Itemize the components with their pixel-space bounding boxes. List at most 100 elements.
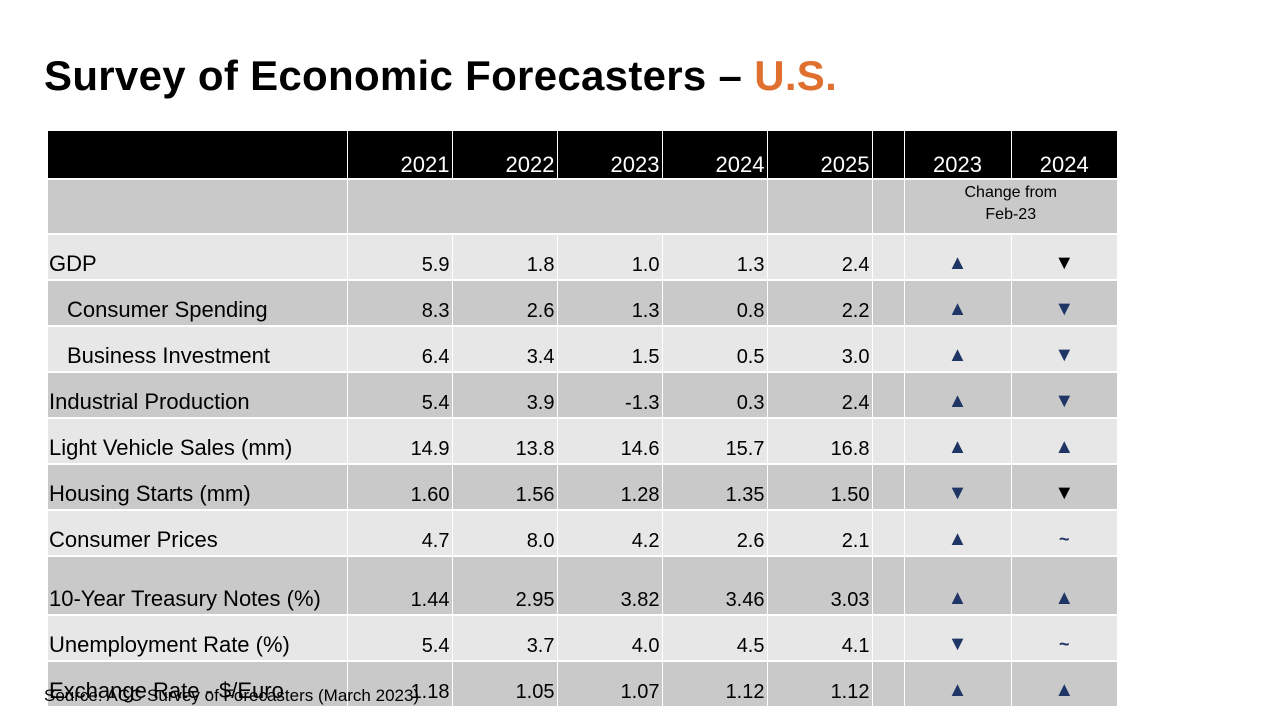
arrow-up-icon: ▲ <box>947 436 968 458</box>
table-row: Unemployment Rate (%) 5.4 3.7 4.0 4.5 4.1 ▼ ~ <box>48 614 1117 661</box>
value-cell: 16.8 <box>767 417 873 464</box>
change-header: 2023 <box>904 131 1012 179</box>
change-cell: ▼ <box>1011 463 1117 510</box>
table-body: GDP 5.9 1.8 1.0 1.3 2.4 ▲ ▼ Consumer Spending 8.3… <box>48 233 1117 706</box>
empty-cell <box>767 178 873 234</box>
value-cell: 3.82 <box>557 555 663 615</box>
value-cell: 1.07 <box>557 660 663 706</box>
value-cell: 3.4 <box>452 325 558 372</box>
value-cell: 4.1 <box>767 614 873 661</box>
change-note-line1: Change from <box>964 184 1058 201</box>
value-cell: 1.12 <box>662 660 768 706</box>
value-cell: 14.6 <box>557 417 663 464</box>
value-cell: -1.3 <box>557 371 663 418</box>
value-cell: 4.2 <box>557 509 663 556</box>
arrow-up-icon: ▲ <box>947 587 968 609</box>
change-cell: ▼ <box>904 463 1012 510</box>
row-label: Business Investment <box>48 325 348 372</box>
row-label: Light Vehicle Sales (mm) <box>48 417 348 464</box>
value-cell: 1.35 <box>662 463 768 510</box>
arrow-down-icon: ▼ <box>1054 344 1075 366</box>
value-cell: 15.7 <box>662 417 768 464</box>
value-cell: 3.03 <box>767 555 873 615</box>
value-cell: 4.5 <box>662 614 768 661</box>
table-row: Business Investment 6.4 3.4 1.5 0.5 3.0 ▲ ▼ <box>48 325 1117 372</box>
change-cell: ▲ <box>904 555 1012 615</box>
change-cell: ▲ <box>904 660 1012 706</box>
row-label: Unemployment Rate (%) <box>48 614 348 661</box>
row-label: Housing Starts (mm) <box>48 463 348 510</box>
spacer-cell <box>872 233 905 280</box>
arrow-up-icon: ▲ <box>1054 679 1075 701</box>
arrow-down-icon: ▼ <box>947 633 968 655</box>
value-cell: 1.12 <box>767 660 873 706</box>
row-label: Consumer Prices <box>48 509 348 556</box>
unchanged-icon: ~ <box>1058 634 1070 654</box>
value-cell: 1.8 <box>452 233 558 280</box>
table-row: Housing Starts (mm) 1.60 1.56 1.28 1.35 1.50 ▼… <box>48 463 1117 510</box>
spacer-cell <box>872 417 905 464</box>
change-cell: ▲ <box>904 279 1012 326</box>
forecast-table: 2021 2022 2023 2024 2025 2023 2024 Chang… <box>48 131 1117 706</box>
year-header: 2023 <box>557 131 663 179</box>
row-label: Consumer Spending <box>48 279 348 326</box>
value-cell: 1.0 <box>557 233 663 280</box>
value-cell: 5.9 <box>347 233 453 280</box>
value-cell: 1.3 <box>662 233 768 280</box>
change-cell: ~ <box>1011 614 1117 661</box>
value-cell: 5.4 <box>347 614 453 661</box>
value-cell: 4.7 <box>347 509 453 556</box>
subheader-row: Change from Feb-23 <box>48 178 1117 234</box>
page-title-accent: U.S. <box>754 52 838 99</box>
value-cell: 1.3 <box>557 279 663 326</box>
empty-cell <box>48 178 348 234</box>
spacer-cell <box>872 371 905 418</box>
spacer-cell <box>872 614 905 661</box>
row-label: Industrial Production <box>48 371 348 418</box>
change-cell: ▲ <box>904 371 1012 418</box>
change-note: Change from Feb-23 <box>904 178 1117 234</box>
change-cell: ▼ <box>904 614 1012 661</box>
value-cell: 1.5 <box>557 325 663 372</box>
value-cell: 2.6 <box>662 509 768 556</box>
arrow-down-icon: ▼ <box>1054 390 1075 412</box>
value-cell: 1.44 <box>347 555 453 615</box>
page-title-main: Survey of Economic Forecasters – <box>44 52 755 99</box>
arrow-up-icon: ▲ <box>947 390 968 412</box>
value-cell: 2.2 <box>767 279 873 326</box>
arrow-down-icon: ▼ <box>1054 252 1075 274</box>
value-cell: 1.28 <box>557 463 663 510</box>
change-cell: ▼ <box>1011 371 1117 418</box>
value-cell: 13.8 <box>452 417 558 464</box>
arrow-up-icon: ▲ <box>947 528 968 550</box>
value-cell: 1.56 <box>452 463 558 510</box>
arrow-up-icon: ▲ <box>947 252 968 274</box>
change-cell: ▲ <box>904 509 1012 556</box>
value-cell: 2.4 <box>767 233 873 280</box>
change-note-line2: Feb-23 <box>985 206 1037 223</box>
change-cell: ~ <box>1011 509 1117 556</box>
value-cell: 0.5 <box>662 325 768 372</box>
table-row: Consumer Prices 4.7 8.0 4.2 2.6 2.1 ▲ ~ <box>48 509 1117 556</box>
value-cell: 8.3 <box>347 279 453 326</box>
spacer-cell <box>872 178 905 234</box>
value-cell: 1.18 <box>347 660 453 706</box>
spacer-cell <box>872 463 905 510</box>
change-cell: ▲ <box>904 325 1012 372</box>
arrow-down-icon: ▼ <box>947 482 968 504</box>
value-cell: 14.9 <box>347 417 453 464</box>
spacer-cell <box>872 509 905 556</box>
arrow-up-icon: ▲ <box>947 298 968 320</box>
arrow-down-icon: ▼ <box>1054 298 1075 320</box>
table-row: GDP 5.9 1.8 1.0 1.3 2.4 ▲ ▼ <box>48 233 1117 280</box>
row-label: 10-Year Treasury Notes (%) <box>48 555 348 615</box>
spacer-cell <box>872 279 905 326</box>
value-cell: 1.50 <box>767 463 873 510</box>
value-cell: 0.3 <box>662 371 768 418</box>
year-header: 2024 <box>662 131 768 179</box>
change-cell: ▼ <box>1011 279 1117 326</box>
table-row: Exchange Rate - $/Euro 1.18 1.05 1.07 1.12 1.… <box>48 660 1117 706</box>
row-label: Exchange Rate - $/Euro <box>48 660 348 706</box>
spacer-cell <box>872 131 905 179</box>
year-header: 2025 <box>767 131 873 179</box>
